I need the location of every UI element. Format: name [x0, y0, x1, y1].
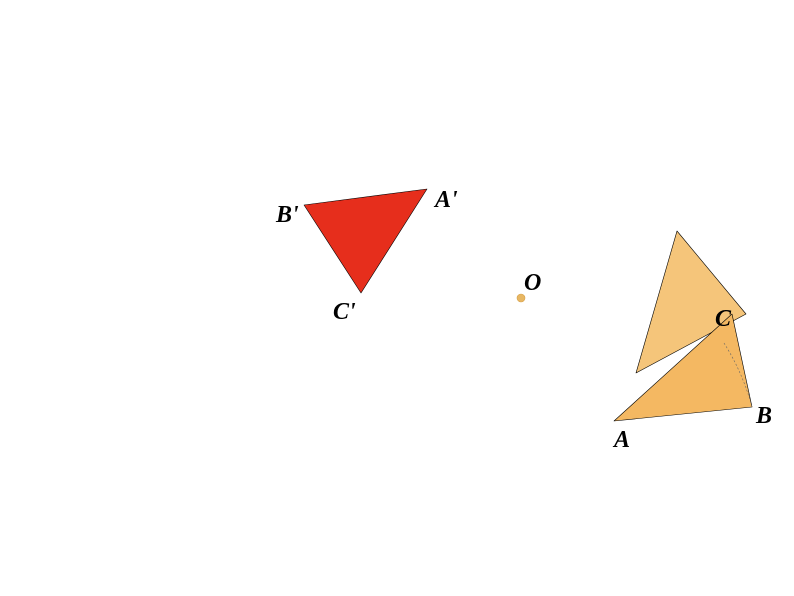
triangle-A-B-C-prime	[304, 189, 427, 293]
label-C: C	[715, 306, 731, 333]
geometry-diagram	[0, 0, 794, 596]
label-B: B	[756, 403, 772, 430]
label-O: O	[524, 270, 541, 297]
label-A: A	[614, 427, 630, 454]
label-A-prime: A'	[435, 187, 458, 214]
label-C-prime: C'	[333, 299, 356, 326]
label-B-prime: B'	[276, 202, 299, 229]
